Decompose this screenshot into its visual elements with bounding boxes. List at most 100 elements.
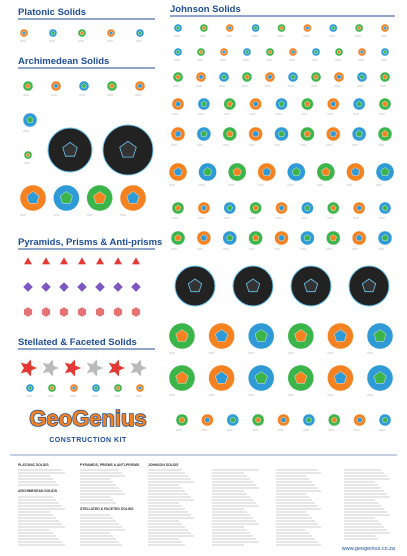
solid-icon — [351, 230, 367, 250]
solid-face — [280, 416, 287, 423]
solid-face — [381, 130, 389, 138]
solid-icon — [170, 230, 186, 250]
solid-face — [244, 74, 250, 80]
solid-face — [229, 416, 236, 423]
solid-face — [178, 416, 186, 423]
solid-face — [245, 278, 261, 293]
solid-icon — [77, 306, 87, 318]
solid-face — [359, 74, 365, 80]
solid-icon — [22, 80, 34, 96]
solid-icon — [196, 126, 212, 146]
solid-icon — [135, 383, 145, 397]
solid-icon — [223, 201, 236, 219]
solid-icon — [175, 413, 189, 431]
solid-face — [336, 49, 342, 54]
solid-icon — [77, 256, 87, 265]
solid-face — [226, 204, 233, 211]
solid-icon — [277, 413, 290, 431]
solid-face — [137, 30, 143, 35]
solid-body — [64, 359, 81, 377]
solid-face — [355, 130, 363, 138]
solid-icon — [379, 71, 391, 87]
solid-face — [373, 371, 387, 384]
solid-face — [303, 130, 311, 138]
solid-icon — [257, 162, 276, 186]
solid-face — [175, 329, 189, 342]
solid-face — [175, 49, 181, 54]
solid-icon — [375, 162, 395, 186]
solid-icon — [64, 359, 81, 377]
solid-icon — [113, 256, 123, 265]
solid-face — [381, 100, 389, 107]
section-title: Johnson Solids — [170, 4, 241, 15]
solid-face — [303, 234, 311, 242]
solid-icon — [195, 71, 207, 87]
solid-body — [94, 281, 106, 293]
solid-face — [333, 371, 347, 384]
solid-icon — [380, 47, 390, 61]
solid-face — [262, 167, 272, 176]
solid-icon — [356, 71, 368, 87]
solid-face — [244, 49, 250, 54]
solid-icon — [378, 413, 392, 431]
solid-icon — [41, 256, 51, 265]
solid-face — [27, 385, 33, 390]
solid-face — [175, 371, 189, 384]
solid-face — [290, 49, 296, 54]
solid-icon — [130, 281, 142, 293]
solid-face — [356, 100, 363, 107]
solid-icon — [59, 306, 69, 318]
solid-icon — [249, 201, 262, 219]
solid-icon — [22, 112, 38, 132]
solid-body — [77, 306, 87, 318]
solid-icon — [241, 71, 253, 87]
shape-gallery — [19, 23, 395, 431]
solid-icon — [22, 281, 34, 293]
solid-icon — [95, 306, 105, 318]
solid-icon — [199, 23, 209, 37]
solid-icon — [197, 97, 211, 115]
solid-face — [303, 278, 319, 293]
solid-face — [252, 204, 259, 211]
solid-icon — [25, 383, 35, 397]
solid-face — [381, 204, 389, 211]
solid-icon — [113, 306, 123, 318]
index-heading: PYRAMIDS, PRISMS & ANTI-PRISMS — [80, 463, 140, 467]
solid-face — [333, 329, 347, 342]
solid-face — [329, 130, 337, 138]
solid-face — [174, 100, 182, 107]
solid-face — [252, 234, 260, 242]
solid-face — [356, 416, 363, 423]
solid-body — [41, 256, 51, 265]
solid-face — [382, 74, 388, 80]
solid-face — [93, 191, 107, 204]
solid-face — [204, 416, 211, 423]
solid-face — [382, 49, 388, 54]
solid-face — [254, 371, 268, 384]
solid-body — [76, 281, 88, 293]
solid-icon — [223, 97, 236, 115]
logo-subtitle: CONSTRUCTION KIT — [49, 437, 127, 444]
solid-icon — [326, 230, 341, 250]
solid-icon — [275, 97, 288, 115]
solid-icon — [95, 256, 105, 265]
solid-body — [108, 359, 125, 377]
solid-face — [304, 204, 311, 211]
solid-icon — [47, 127, 93, 173]
solid-face — [291, 167, 301, 176]
solid-face — [356, 25, 362, 30]
solid-face — [173, 167, 183, 176]
solid-face — [187, 278, 203, 293]
index-heading: ARCHIMEDEAN SOLIDS — [18, 489, 58, 493]
solid-icon — [131, 256, 141, 265]
solid-icon — [198, 162, 217, 186]
solid-icon — [112, 281, 124, 293]
solid-face — [373, 329, 387, 342]
solid-face — [359, 49, 365, 54]
solid-icon — [222, 230, 237, 250]
solid-face — [221, 49, 227, 54]
solid-icon — [53, 184, 80, 216]
solid-face — [255, 416, 262, 423]
solid-icon — [248, 364, 275, 396]
solid-face — [174, 234, 182, 242]
